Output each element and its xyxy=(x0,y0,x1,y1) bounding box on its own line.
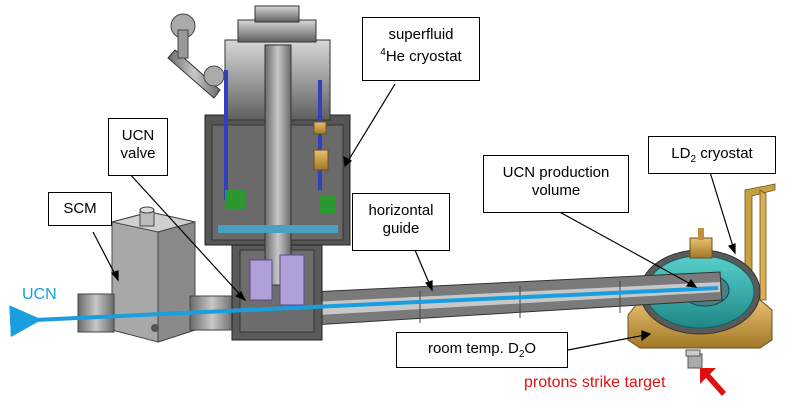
label-horizontal-line1: horizontal xyxy=(368,202,434,219)
label-ucn-beam: UCN xyxy=(22,286,57,303)
label-ucn-prod-line1: UCN production xyxy=(502,164,610,181)
callout-arrows xyxy=(92,83,736,351)
label-scm: SCM xyxy=(48,192,112,226)
label-ucn-production-volume: UCN production volume xyxy=(483,155,629,213)
proton-arrow-icon xyxy=(700,368,726,396)
label-scm-text: SCM xyxy=(63,200,97,217)
proton-target xyxy=(685,349,703,369)
label-ucn-valve-line2: valve xyxy=(120,145,156,162)
label-ucn-prod-line2: volume xyxy=(531,182,581,199)
label-superfluid-line2: 4He cryostat xyxy=(380,47,462,65)
label-protons-strike-target: protons strike target xyxy=(524,374,666,391)
ucn-beam-arrow xyxy=(9,286,719,338)
label-d2o-text: room temp. D2O xyxy=(427,340,537,360)
label-horizontal-guide: horizontal guide xyxy=(352,193,450,251)
label-ucn-valve-line1: UCN xyxy=(121,127,155,144)
label-superfluid-line1: superfluid xyxy=(388,26,454,43)
label-ld2-text: LD2 cryostat xyxy=(671,145,753,165)
superfluid-cryostat-body xyxy=(167,5,351,341)
label-horizontal-line2: guide xyxy=(382,220,420,237)
label-superfluid-cryostat: superfluid 4He cryostat xyxy=(362,17,480,81)
label-ucn-valve: UCN valve xyxy=(108,118,168,176)
label-ld2-cryostat: LD2 cryostat xyxy=(648,136,776,174)
label-room-temp-d2o: room temp. D2O xyxy=(396,332,568,368)
